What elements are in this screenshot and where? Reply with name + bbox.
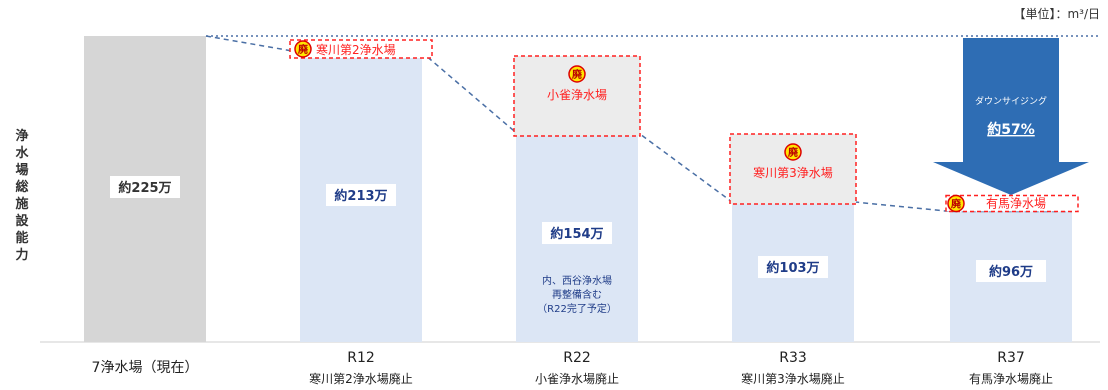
- x-axis-labels: 7浄水場（現在） R12 寒川第2浄水場廃止 R22 小雀浄水場廃止 R33 寒川第3浄水場…: [92, 350, 1053, 386]
- x-tick-label: R37: [997, 350, 1025, 366]
- x-tick-sublabel: 有馬浄水場廃止: [969, 371, 1053, 386]
- abolish-badge-text: 廃: [572, 68, 583, 81]
- abolish-badge-text: 廃: [951, 197, 962, 210]
- value-label: 約103万: [766, 260, 819, 276]
- abolish-badge-icon: [568, 65, 586, 83]
- y-axis-label-char: 場: [15, 162, 28, 178]
- value-label-bg: [542, 222, 612, 244]
- value-label: 約96万: [989, 264, 1033, 280]
- x-tick-label: R12: [347, 350, 375, 366]
- value-label-bg: [976, 260, 1046, 282]
- x-tick-sublabel: 寒川第2浄水場廃止: [309, 371, 413, 386]
- y-axis-label-char: 設: [15, 213, 29, 229]
- abolish-badge-icon: [947, 194, 965, 213]
- abolish-label: 寒川第2浄水場: [316, 42, 396, 57]
- y-axis-label-char: 能: [15, 230, 28, 246]
- value-label: 約154万: [550, 226, 603, 242]
- note-line: 再整備含む: [552, 288, 602, 301]
- note-line: 内、西谷浄水場: [542, 274, 612, 287]
- abolish-box: [289, 39, 433, 59]
- y-axis-label-char: 施: [15, 196, 28, 212]
- x-tick-sublabel: 小雀浄水場廃止: [535, 371, 619, 386]
- y-axis-label-char: 浄: [15, 128, 28, 144]
- abolish-label: 有馬浄水場: [986, 196, 1046, 210]
- note-line: （R22完了予定）: [537, 302, 617, 315]
- abolished-annotations: 廃寒川第2浄水場廃小雀浄水場廃寒川第3浄水場廃 有馬浄水場: [289, 39, 1079, 213]
- downsizing-title: ダウンサイジング: [975, 95, 1047, 107]
- down-arrow-icon: [933, 38, 1089, 195]
- abolish-badge-icon: [294, 40, 312, 58]
- abolish-label: 寒川第3浄水場: [753, 165, 833, 180]
- x-tick-label: R22: [563, 350, 591, 366]
- y-axis-label-char: 水: [15, 145, 29, 161]
- downsizing-value: 約57%: [987, 121, 1035, 138]
- value-label: 約213万: [334, 188, 387, 204]
- abolish-box: [729, 133, 857, 205]
- abolish-label: 小雀浄水場: [547, 88, 607, 102]
- x-tick-label: R33: [779, 350, 807, 366]
- abolish-box: [945, 194, 1079, 213]
- abolish-badge-text: 廃: [298, 43, 309, 56]
- y-axis-label-char: 総: [15, 179, 28, 195]
- y-axis-label-char: 力: [15, 247, 28, 263]
- x-tick-label: 7浄水場（現在）: [92, 360, 199, 376]
- value-label-bg: [758, 256, 828, 278]
- value-label-bg: [326, 184, 396, 206]
- unit-label: 【単位】：m³/日: [1013, 6, 1100, 21]
- value-label-bg: [110, 176, 180, 198]
- abolish-badge-text: 廃: [788, 146, 799, 159]
- value-label: 約225万: [118, 180, 171, 196]
- abolish-badge-icon: [784, 143, 802, 161]
- x-tick-sublabel: 寒川第3浄水場廃止: [741, 371, 845, 386]
